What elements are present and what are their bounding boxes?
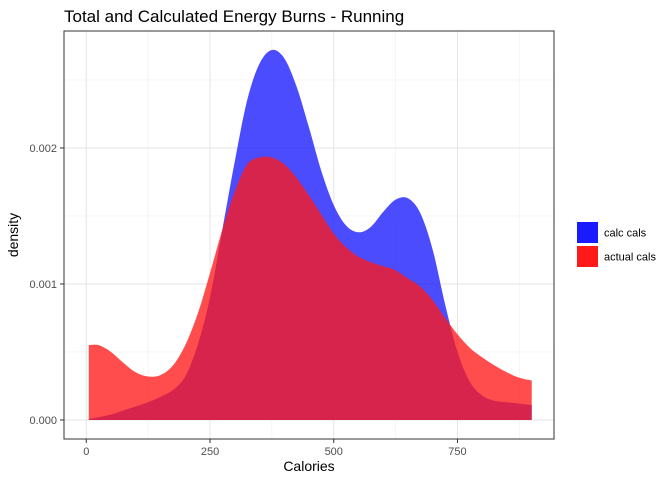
y-tick-label: 0.000 bbox=[29, 415, 57, 427]
panel-border bbox=[63, 30, 555, 440]
y-tick-label: 0.002 bbox=[29, 143, 57, 155]
y-tick-label: 0.001 bbox=[29, 279, 57, 291]
legend-label-calc-cals: calc cals bbox=[604, 228, 647, 240]
legend-key-actual-cals bbox=[577, 246, 598, 267]
x-tick-label: 250 bbox=[201, 446, 219, 458]
chart-title: Total and Calculated Energy Burns - Runn… bbox=[64, 7, 404, 26]
legend-key-calc-cals bbox=[577, 222, 598, 243]
x-tick-label: 500 bbox=[325, 446, 343, 458]
density-area-actual-cals bbox=[88, 156, 532, 420]
x-axis: 0 250 500 750 bbox=[83, 439, 467, 458]
legend-label-actual-cals: actual cals bbox=[604, 252, 656, 264]
y-axis: 0.000 0.001 0.002 bbox=[29, 143, 64, 427]
legend: calc cals actual cals bbox=[577, 222, 656, 267]
x-axis-label: Calories bbox=[283, 458, 334, 474]
x-tick-label: 0 bbox=[83, 446, 89, 458]
x-tick-label: 750 bbox=[448, 446, 466, 458]
series-layer bbox=[88, 49, 532, 420]
y-axis-label: density bbox=[5, 213, 21, 257]
